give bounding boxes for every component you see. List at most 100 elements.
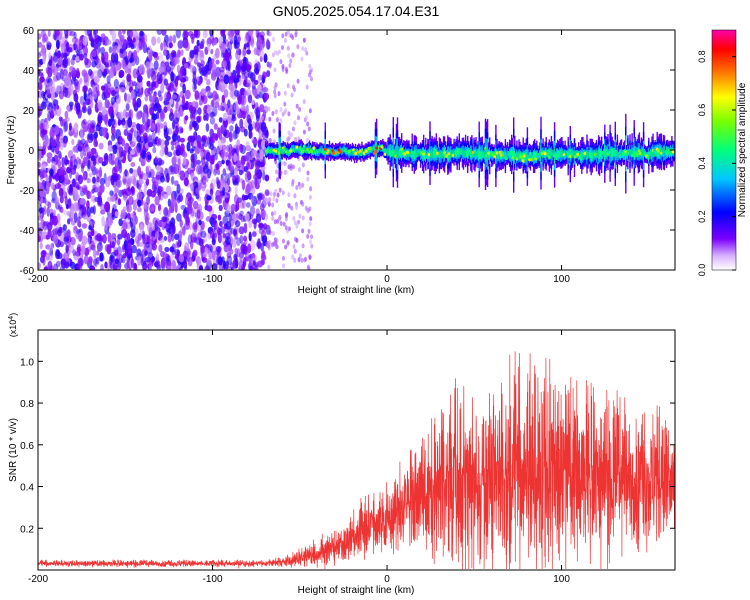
heatmap-cell bbox=[127, 38, 133, 46]
heatmap-cell bbox=[514, 150, 516, 160]
heatmap-cell bbox=[155, 138, 160, 146]
heatmap-cell bbox=[74, 122, 78, 133]
heatmap-cell bbox=[568, 154, 573, 158]
snr-y-multiplier: (x104) bbox=[8, 313, 19, 337]
y-tick-label: 1.0 bbox=[20, 357, 34, 368]
heatmap-cell bbox=[297, 219, 301, 225]
heatmap-cell bbox=[64, 121, 69, 132]
bottom-y-ticks: 0.20.40.60.81.0 bbox=[20, 357, 675, 535]
heatmap-cell bbox=[293, 120, 297, 126]
heatmap-cell bbox=[54, 30, 60, 37]
heatmap-cell bbox=[46, 106, 52, 113]
heatmap-cell bbox=[391, 150, 393, 157]
heatmap-cell bbox=[63, 236, 70, 242]
heatmap-cell bbox=[361, 152, 363, 156]
heatmap-cell bbox=[506, 148, 509, 159]
heatmap-cell bbox=[302, 129, 306, 135]
heatmap-cell bbox=[239, 76, 245, 85]
heatmap-cell bbox=[92, 70, 99, 81]
heatmap-cell bbox=[279, 107, 283, 113]
heatmap-cell bbox=[167, 151, 173, 158]
heatmap-cell bbox=[387, 147, 389, 154]
heatmap-cell bbox=[268, 31, 272, 37]
heatmap-cell bbox=[70, 261, 76, 270]
heatmap-cell bbox=[451, 153, 456, 157]
heatmap-cell bbox=[69, 30, 76, 37]
heatmap-cell bbox=[652, 149, 657, 153]
heatmap-cell bbox=[284, 107, 288, 113]
heatmap-cell bbox=[602, 150, 604, 156]
heatmap-cell bbox=[270, 149, 272, 153]
heatmap-cell bbox=[262, 170, 266, 181]
heatmap-cell bbox=[300, 147, 302, 152]
heatmap-cell bbox=[84, 30, 89, 36]
heatmap-cell bbox=[201, 136, 206, 146]
heatmap-cell bbox=[424, 154, 428, 158]
heatmap-cell bbox=[140, 160, 146, 167]
heatmap-cell bbox=[201, 175, 207, 185]
heatmap-cell bbox=[145, 178, 150, 186]
heatmap-cell bbox=[276, 192, 280, 198]
heatmap-cell bbox=[40, 101, 47, 110]
x-tick-label: -100 bbox=[203, 274, 223, 285]
heatmap-cell bbox=[440, 150, 443, 158]
heatmap-cell bbox=[235, 160, 242, 168]
heatmap-cell bbox=[219, 226, 226, 234]
heatmap-cell bbox=[243, 90, 248, 96]
heatmap-cell bbox=[246, 42, 250, 48]
heatmap-cell bbox=[263, 197, 269, 205]
heatmap-cell bbox=[257, 260, 263, 268]
heatmap-cell bbox=[283, 170, 287, 176]
heatmap-cell bbox=[168, 42, 173, 49]
heatmap-cell bbox=[151, 242, 157, 251]
heatmap-cell bbox=[298, 213, 302, 219]
heatmap-cell bbox=[38, 103, 42, 110]
heatmap-cell bbox=[234, 30, 240, 36]
heatmap-cell bbox=[615, 150, 618, 156]
heatmap-cell bbox=[56, 213, 61, 224]
heatmap-cell bbox=[145, 61, 151, 70]
heatmap-cell bbox=[291, 126, 295, 132]
heatmap-cell bbox=[269, 61, 272, 67]
heatmap-cell bbox=[254, 177, 258, 187]
heatmap-cell bbox=[103, 220, 108, 231]
heatmap-cell bbox=[255, 213, 262, 223]
heatmap-cell bbox=[290, 132, 294, 138]
heatmap-cell bbox=[87, 123, 92, 134]
colorbar-label: Normalized spectral amplitude bbox=[737, 82, 748, 217]
heatmap-cell bbox=[118, 69, 125, 78]
heatmap-cell bbox=[57, 229, 62, 237]
heatmap-cell bbox=[278, 143, 280, 158]
heatmap-cell bbox=[273, 237, 277, 243]
heatmap-cell bbox=[82, 35, 88, 46]
heatmap-cell bbox=[169, 52, 175, 61]
heatmap-cell bbox=[44, 138, 51, 148]
heatmap-cell bbox=[474, 149, 476, 158]
heatmap-cell bbox=[287, 164, 291, 170]
heatmap-cell bbox=[364, 149, 369, 153]
heatmap-cell bbox=[53, 235, 59, 245]
heatmap-cell bbox=[650, 149, 652, 156]
heatmap-cell bbox=[130, 258, 135, 269]
heatmap-cell bbox=[503, 152, 508, 156]
heatmap-cell bbox=[78, 232, 83, 242]
heatmap-cell bbox=[373, 146, 376, 151]
heatmap-cell bbox=[592, 152, 594, 159]
heatmap-cell bbox=[291, 254, 295, 260]
heatmap-cell bbox=[42, 33, 48, 42]
heatmap-cell bbox=[46, 89, 51, 95]
heatmap-cell bbox=[164, 246, 170, 253]
heatmap-cell bbox=[526, 147, 529, 163]
heatmap-cell bbox=[44, 265, 49, 270]
heatmap-cell bbox=[242, 198, 246, 209]
y-tick-label: 0.4 bbox=[20, 483, 34, 494]
heatmap-cell bbox=[245, 151, 251, 163]
heatmap-cell bbox=[99, 167, 102, 178]
heatmap-cell bbox=[222, 168, 227, 176]
heatmap-cell bbox=[600, 155, 604, 159]
heatmap-cell bbox=[206, 90, 212, 96]
heatmap-cell bbox=[86, 189, 90, 200]
heatmap-cell bbox=[211, 251, 217, 261]
heatmap-cell bbox=[113, 187, 119, 194]
heatmap-cell bbox=[391, 150, 396, 154]
